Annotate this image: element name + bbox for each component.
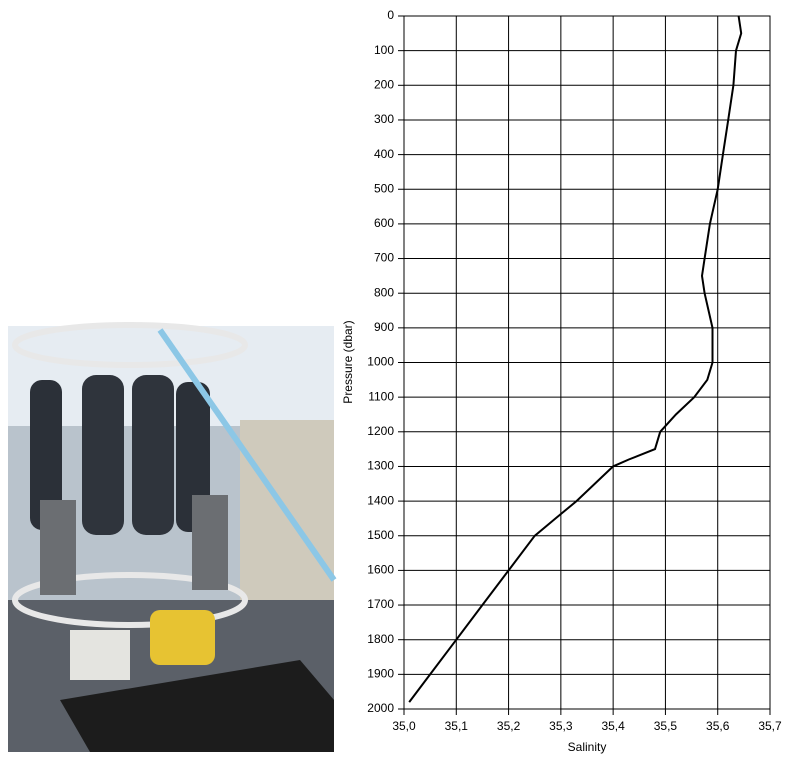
- y-tick-label: 1100: [368, 389, 394, 403]
- y-tick-label: 1300: [367, 459, 394, 473]
- y-tick-label: 0: [387, 8, 394, 22]
- y-tick-label: 1000: [367, 355, 394, 369]
- y-tick-label: 100: [374, 43, 394, 57]
- y-tick-label: 900: [374, 320, 394, 334]
- x-tick-label: 35,3: [549, 719, 573, 733]
- y-tick-label: 1600: [367, 563, 394, 577]
- x-tick-label: 35,5: [654, 719, 678, 733]
- y-axis-label: Pressure (dbar): [341, 320, 355, 403]
- x-tick-label: 35,4: [601, 719, 625, 733]
- y-tick-label: 2000: [367, 701, 394, 715]
- x-tick-label: 35,0: [392, 719, 416, 733]
- y-tick-label: 700: [374, 251, 394, 265]
- y-tick-label: 1900: [367, 667, 394, 681]
- y-tick-label: 800: [374, 285, 394, 299]
- y-tick-label: 400: [374, 147, 394, 161]
- y-tick-label: 1200: [367, 424, 394, 438]
- y-tick-label: 200: [374, 77, 394, 91]
- x-tick-label: 35,1: [445, 719, 469, 733]
- y-tick-label: 500: [374, 181, 394, 195]
- y-tick-label: 1800: [367, 632, 394, 646]
- y-tick-label: 1700: [367, 597, 394, 611]
- y-tick-label: 600: [374, 216, 394, 230]
- y-tick-label: 1400: [367, 493, 394, 507]
- y-tick-label: 300: [374, 112, 394, 126]
- photo: [8, 322, 337, 752]
- plot-frame: [403, 15, 771, 710]
- x-tick-label: 35,2: [497, 719, 521, 733]
- y-tick-label: 1500: [367, 528, 394, 542]
- x-tick-label: 35,6: [706, 719, 730, 733]
- x-axis-label: Salinity: [568, 740, 607, 754]
- profile-line: [408, 15, 743, 703]
- x-tick-label: 35,7: [758, 719, 782, 733]
